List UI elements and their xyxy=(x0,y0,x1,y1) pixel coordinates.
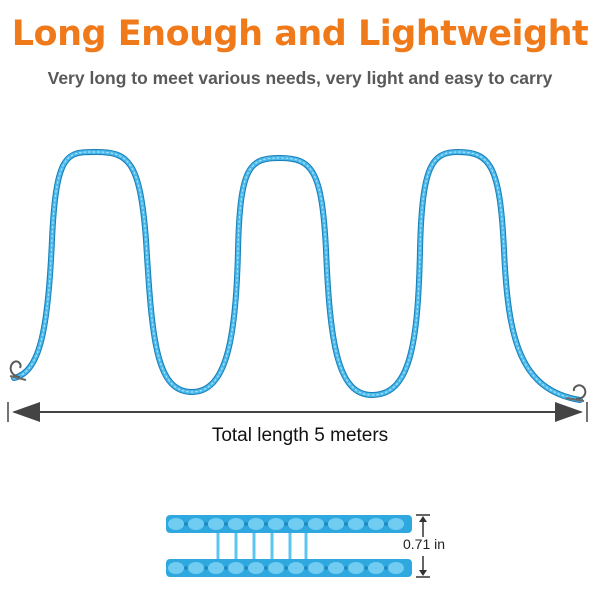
wavy-rope xyxy=(11,148,583,403)
rope-closeup xyxy=(166,515,412,577)
headline-subtitle: Very long to meet various needs, very li… xyxy=(47,68,553,88)
total-length-label: Total length 5 meters xyxy=(211,425,389,446)
right-hook-icon xyxy=(565,384,587,402)
width-dimension-icon xyxy=(416,514,430,578)
length-double-arrow-icon xyxy=(7,402,588,422)
width-label: 0.71 in xyxy=(403,536,446,552)
left-hook-icon xyxy=(9,360,27,381)
headline-title: Long Enough and Lightweight xyxy=(11,14,589,54)
